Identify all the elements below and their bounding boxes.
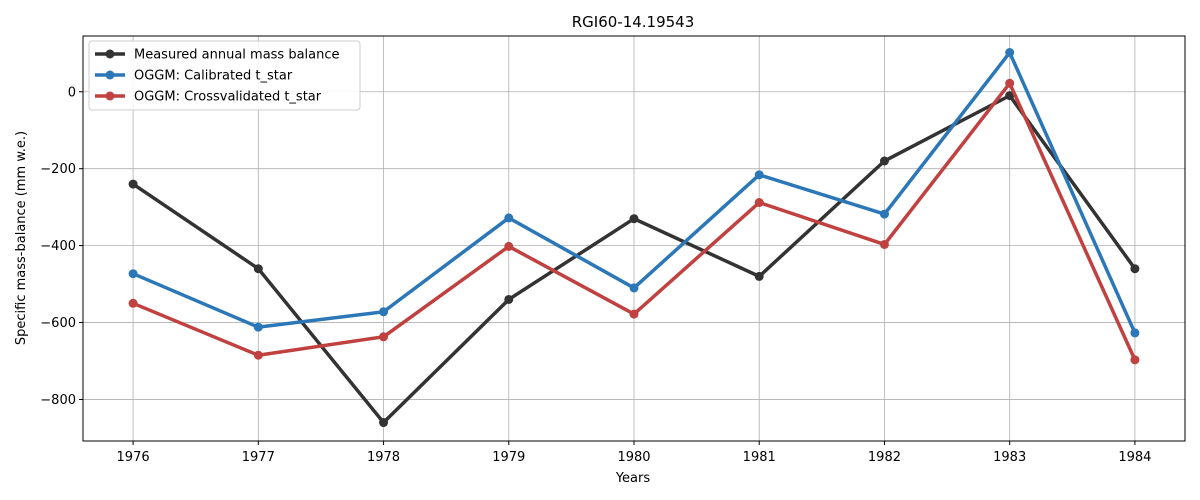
legend-label: OGGM: Calibrated t_star: [134, 69, 293, 84]
data-point: [1130, 328, 1140, 338]
x-tick-label: 1976: [117, 450, 150, 465]
axis-ticks: 1976 1977 1978 1979 1980 1981 1982 1983 1984 −800…: [40, 85, 1151, 465]
data-point: [504, 213, 514, 223]
x-tick-label: 1980: [617, 450, 650, 465]
x-tick-label: 1977: [242, 450, 275, 465]
data-point: [1005, 48, 1015, 58]
data-point: [379, 418, 389, 428]
legend: Measured annual mass balance OGGM: Calibr…: [88, 40, 361, 111]
data-point: [128, 179, 138, 189]
x-tick-label: 1981: [743, 450, 776, 465]
series-0: [128, 91, 1140, 428]
x-tick-label: 1979: [492, 450, 525, 465]
x-axis-title: Years: [615, 471, 651, 486]
legend-label: Measured annual mass balance: [134, 48, 340, 63]
legend-entry: OGGM: Crossvalidated t_star: [95, 90, 322, 105]
y-tick-label: 0: [68, 85, 76, 100]
data-point: [879, 156, 889, 166]
data-point: [754, 198, 764, 208]
data-point: [1130, 264, 1140, 274]
legend-entry: OGGM: Calibrated t_star: [95, 69, 293, 84]
data-point: [379, 332, 389, 342]
data-point: [629, 309, 639, 319]
data-point: [253, 322, 263, 332]
x-tick-label: 1983: [993, 450, 1026, 465]
data-point: [504, 294, 514, 304]
series-2: [128, 78, 1140, 365]
y-tick-label: −800: [40, 393, 76, 408]
data-point: [1005, 78, 1015, 88]
data-point: [253, 350, 263, 360]
x-tick-label: 1984: [1118, 450, 1151, 465]
data-point: [1130, 355, 1140, 365]
y-tick-label: −600: [40, 316, 76, 331]
series-1: [128, 48, 1140, 338]
data-point: [629, 214, 639, 224]
legend-entry: Measured annual mass balance: [95, 48, 340, 63]
x-tick-label: 1978: [367, 450, 400, 465]
y-axis-title: Specific mass-balance (mm w.e.): [14, 131, 29, 345]
y-tick-label: −400: [40, 239, 76, 254]
data-point: [504, 241, 514, 251]
data-point: [128, 298, 138, 308]
series-layer: [128, 48, 1140, 428]
data-point: [128, 269, 138, 279]
data-point: [253, 264, 263, 274]
data-point: [754, 170, 764, 180]
data-point: [879, 209, 889, 219]
legend-label: OGGM: Crossvalidated t_star: [134, 90, 322, 105]
data-point: [379, 307, 389, 317]
legend-marker: [105, 91, 115, 101]
x-tick-label: 1982: [868, 450, 901, 465]
legend-marker: [105, 70, 115, 80]
data-point: [1005, 91, 1015, 101]
chart-title: RGI60-14.19543: [572, 13, 695, 31]
legend-marker: [105, 49, 115, 59]
data-point: [629, 283, 639, 293]
data-point: [754, 271, 764, 281]
data-point: [879, 239, 889, 249]
legend-box: [88, 40, 361, 111]
y-tick-label: −200: [40, 162, 76, 177]
